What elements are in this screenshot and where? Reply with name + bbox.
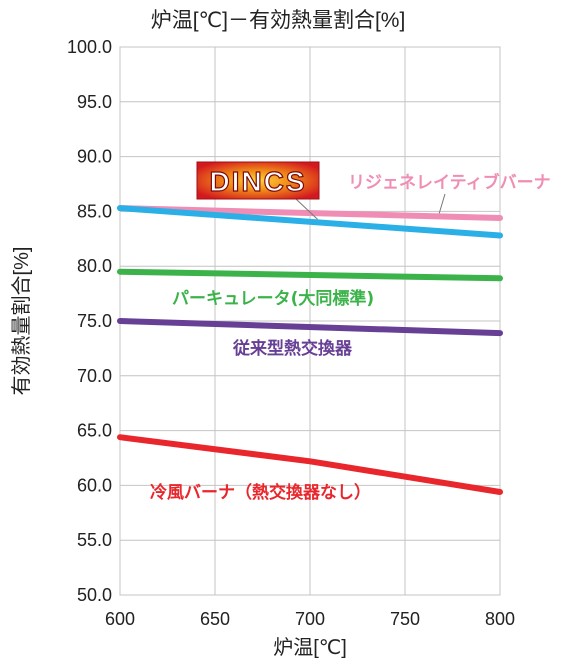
y-tick-label: 55.0 [77,530,112,550]
series-line-3 [117,318,503,337]
series-line-2 [117,268,503,282]
dincs-logo-text: DINCS [209,166,306,197]
chart-title: 炉温[℃]－有効熱量割合[%] [151,9,406,32]
y-tick-label: 95.0 [77,92,112,112]
y-tick-label: 65.0 [77,421,112,441]
y-tick-label: 75.0 [77,311,112,331]
x-tick-label: 650 [200,609,230,629]
y-tick-label: 90.0 [77,147,112,167]
y-tick-label: 85.0 [77,201,112,221]
series-line-4 [117,434,503,495]
leader-regenerative [438,193,446,214]
leader-dincs [295,198,318,220]
x-axis-label: 炉温[℃] [273,636,347,659]
y-tick-label: 70.0 [77,366,112,386]
y-tick-label: 80.0 [77,256,112,276]
gridlines [119,46,501,596]
label-regenerative-burner: リジェネレイティブバーナ [348,172,551,193]
series-line-1 [117,205,503,239]
y-tick-label: 60.0 [77,475,112,495]
y-tick-label: 100.0 [67,37,112,57]
leader-lines [295,193,446,220]
y-tick-label: 50.0 [77,585,112,605]
label-cold-air-burner: 冷風バーナ（熱交換器なし） [150,482,371,503]
x-tick-labels: 600 650 700 750 800 [105,609,515,629]
x-tick-label: 700 [295,609,325,629]
x-tick-label: 600 [105,609,135,629]
dincs-logo: DINCS [196,161,320,200]
label-conventional-heat-exchanger: 従来型熱交換器 [232,338,353,359]
series-lines [117,205,503,495]
y-tick-labels: 100.0 95.0 90.0 85.0 80.0 75.0 70.0 65.0 60.0 55.… [67,37,112,605]
x-tick-label: 800 [485,609,515,629]
x-tick-label: 750 [390,609,420,629]
y-axis-label: 有効熱量割合[%] [10,247,33,396]
label-percurator: パーキュレータ(大同標準) [172,288,374,309]
